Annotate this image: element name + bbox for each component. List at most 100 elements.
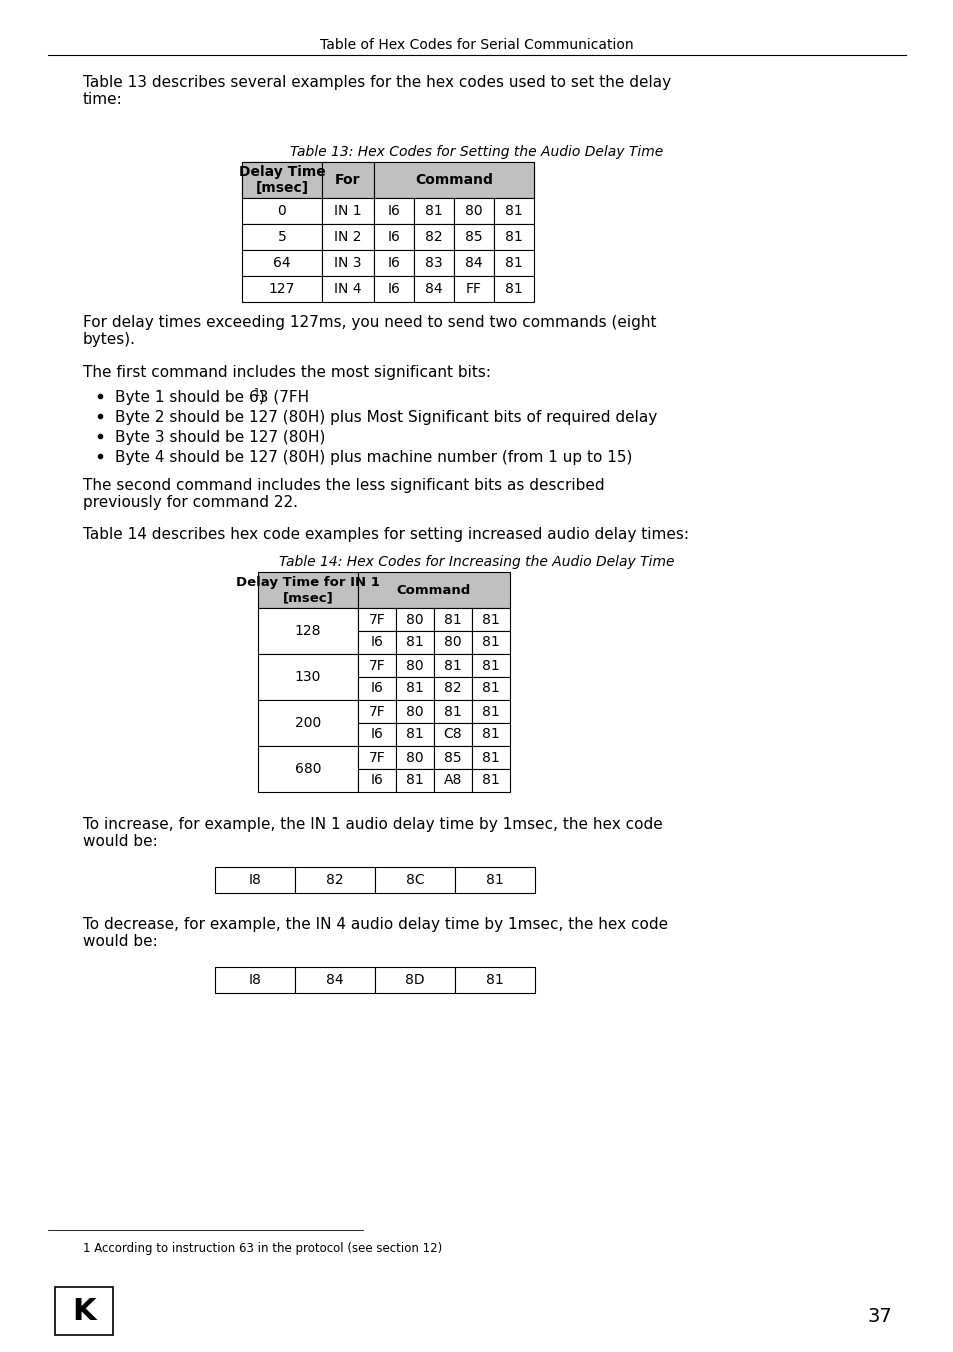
Bar (322, 276, 374, 301)
Bar (322, 224, 374, 250)
Bar (257, 700, 357, 746)
Bar (374, 224, 414, 250)
Text: 81: 81 (481, 773, 499, 787)
Text: 81: 81 (406, 773, 423, 787)
Bar (395, 746, 434, 769)
Text: 82: 82 (425, 230, 442, 243)
Text: 80: 80 (465, 204, 482, 218)
Text: 81: 81 (406, 727, 423, 741)
Text: Delay Time
[msec]: Delay Time [msec] (238, 165, 325, 195)
Text: Table 13: Hex Codes for Setting the Audio Delay Time: Table 13: Hex Codes for Setting the Audi… (290, 145, 663, 160)
Bar (434, 746, 472, 769)
Bar (395, 700, 434, 723)
Text: I6: I6 (387, 283, 400, 296)
Text: 680: 680 (294, 763, 321, 776)
Bar (455, 967, 535, 992)
Text: I6: I6 (370, 727, 383, 741)
Bar (257, 608, 357, 654)
Bar (472, 608, 510, 631)
Text: IN 4: IN 4 (334, 283, 361, 296)
Text: 83: 83 (425, 256, 442, 270)
Bar (414, 197, 454, 224)
Bar (214, 967, 294, 992)
Bar (374, 197, 414, 224)
Bar (375, 967, 455, 992)
Bar (395, 769, 434, 792)
Text: 81: 81 (486, 973, 503, 987)
Bar (214, 867, 294, 894)
Bar (414, 250, 454, 276)
Bar (472, 746, 510, 769)
Text: The first command includes the most significant bits:: The first command includes the most sign… (83, 365, 491, 380)
Bar (434, 723, 472, 746)
Text: 85: 85 (444, 750, 461, 764)
Bar (454, 250, 494, 276)
Text: I6: I6 (370, 681, 383, 695)
Bar (357, 769, 395, 792)
Text: 81: 81 (406, 635, 423, 649)
Bar (374, 162, 534, 197)
Text: 7F: 7F (368, 750, 385, 764)
Text: Table 14 describes hex code examples for setting increased audio delay times:: Table 14 describes hex code examples for… (83, 527, 688, 542)
Text: 81: 81 (444, 704, 461, 718)
Bar (494, 197, 534, 224)
Text: 80: 80 (406, 704, 423, 718)
Bar (434, 700, 472, 723)
Text: 81: 81 (425, 204, 442, 218)
Text: I8: I8 (249, 873, 261, 887)
Text: 81: 81 (504, 283, 522, 296)
Text: 80: 80 (444, 635, 461, 649)
Bar (414, 276, 454, 301)
Bar (242, 162, 322, 197)
Bar (434, 769, 472, 792)
Text: 81: 81 (481, 635, 499, 649)
Bar (455, 867, 535, 894)
Text: To decrease, for example, the IN 4 audio delay time by 1msec, the hex code
would: To decrease, for example, the IN 4 audio… (83, 917, 667, 949)
Text: 7F: 7F (368, 658, 385, 672)
Bar (242, 276, 322, 301)
Bar (357, 572, 510, 608)
Text: 82: 82 (326, 873, 343, 887)
Bar (374, 276, 414, 301)
Text: Delay Time for IN 1
[msec]: Delay Time for IN 1 [msec] (235, 576, 379, 604)
Text: K: K (72, 1297, 95, 1325)
Text: To increase, for example, the IN 1 audio delay time by 1msec, the hex code
would: To increase, for example, the IN 1 audio… (83, 817, 662, 849)
Text: 80: 80 (406, 658, 423, 672)
Text: 80: 80 (406, 612, 423, 626)
Text: IN 3: IN 3 (334, 256, 361, 270)
Bar (257, 654, 357, 700)
Bar (357, 608, 395, 631)
Text: Table 14: Hex Codes for Increasing the Audio Delay Time: Table 14: Hex Codes for Increasing the A… (279, 556, 674, 569)
Bar (494, 250, 534, 276)
Text: 37: 37 (866, 1306, 891, 1325)
Bar (472, 677, 510, 700)
Text: Byte 4 should be 127 (80H) plus machine number (from 1 up to 15): Byte 4 should be 127 (80H) plus machine … (115, 450, 632, 465)
Text: The second command includes the less significant bits as described
previously fo: The second command includes the less sig… (83, 479, 604, 511)
Text: 80: 80 (406, 750, 423, 764)
Text: 0: 0 (277, 204, 286, 218)
Bar (472, 769, 510, 792)
Text: Command: Command (415, 173, 493, 187)
Bar (294, 867, 375, 894)
Text: IN 1: IN 1 (334, 204, 361, 218)
Text: 81: 81 (481, 681, 499, 695)
Bar (242, 197, 322, 224)
Bar (434, 677, 472, 700)
Text: I6: I6 (387, 256, 400, 270)
Text: 84: 84 (425, 283, 442, 296)
Bar (494, 276, 534, 301)
Bar (322, 197, 374, 224)
Bar (472, 723, 510, 746)
Text: C8: C8 (443, 727, 462, 741)
Text: 81: 81 (481, 658, 499, 672)
Bar (357, 723, 395, 746)
Text: 84: 84 (326, 973, 343, 987)
Bar (472, 631, 510, 654)
Text: A8: A8 (443, 773, 461, 787)
Text: IN 2: IN 2 (334, 230, 361, 243)
Bar (395, 677, 434, 700)
Text: Byte 3 should be 127 (80H): Byte 3 should be 127 (80H) (115, 430, 325, 445)
Bar (257, 572, 357, 608)
Bar (242, 224, 322, 250)
Text: Byte 2 should be 127 (80H) plus Most Significant bits of required delay: Byte 2 should be 127 (80H) plus Most Sig… (115, 410, 657, 425)
